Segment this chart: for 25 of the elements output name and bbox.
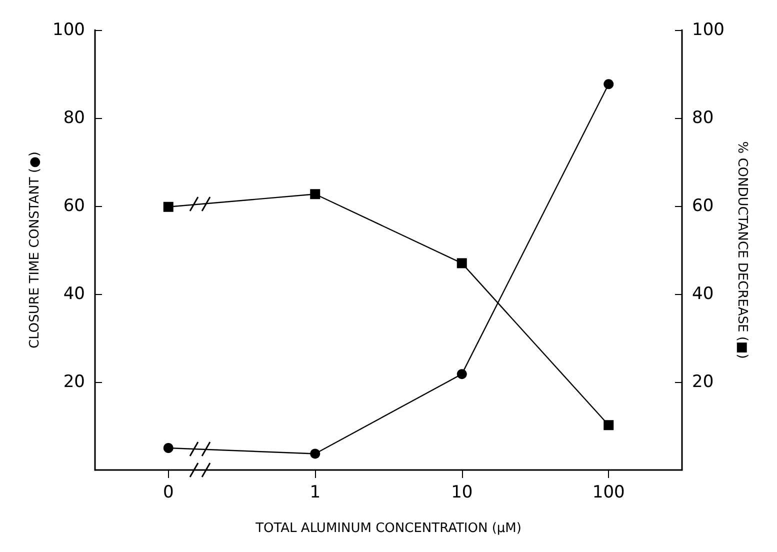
y-tick-label: 40 — [63, 284, 85, 304]
point — [163, 443, 174, 453]
y-tick-label: 60 — [63, 196, 85, 216]
y2-axis-title: % CONDUCTANCE DECREASE (■) — [734, 141, 750, 359]
x-tick-label: 10 — [451, 482, 473, 502]
x-tick-label: 100 — [592, 482, 625, 502]
y2-tick-label: 40 — [692, 284, 714, 304]
x-tick-label: 1 — [310, 482, 321, 502]
y2-tick-label: 80 — [692, 108, 714, 128]
point — [310, 448, 320, 459]
point — [604, 420, 614, 430]
y2-tick-label: 20 — [692, 372, 714, 392]
point — [604, 79, 614, 90]
point — [163, 202, 174, 212]
x-axis-title: TOTAL ALUMINUM CONCENTRATION (μM) — [254, 521, 522, 536]
x-tick-label: 0 — [162, 482, 174, 502]
point — [310, 189, 320, 200]
y-axis-title: CLOSURE TIME CONSTANT (●) — [28, 152, 43, 348]
point — [456, 258, 467, 268]
y2-tick-label: 60 — [692, 196, 714, 216]
y-tick-label: 80 — [63, 108, 85, 128]
y2-tick-label: 100 — [692, 20, 724, 40]
y-tick-label: 100 — [52, 20, 85, 40]
y-tick-label: 20 — [63, 372, 85, 392]
point — [456, 369, 467, 380]
